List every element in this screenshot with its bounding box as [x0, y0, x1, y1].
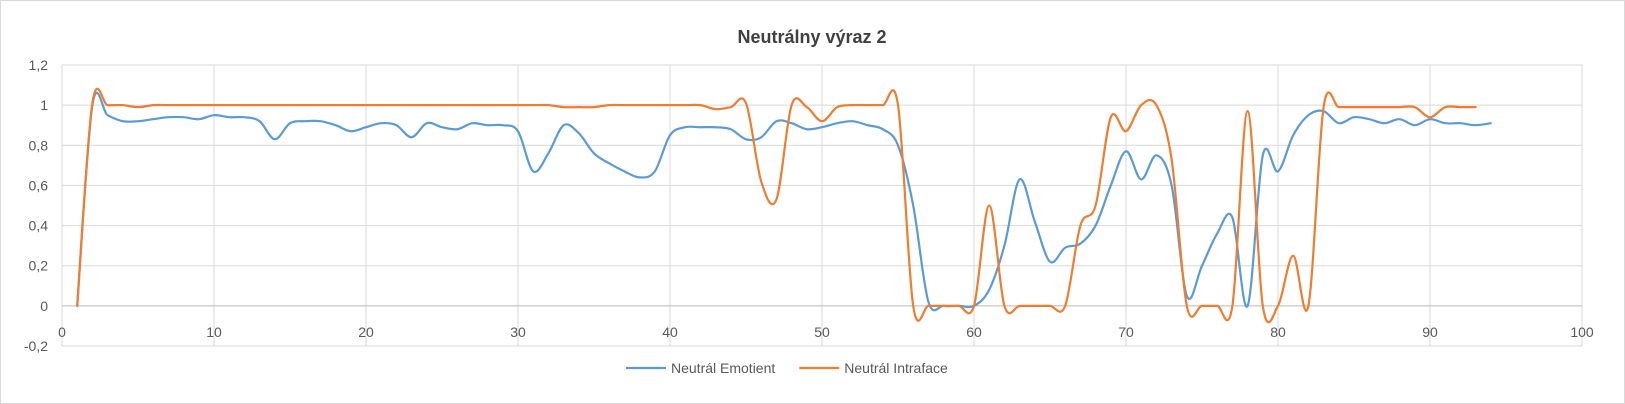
chart-title: Neutrálny výraz 2 — [737, 27, 886, 47]
x-axis-ticks: 0 10 20 30 40 50 60 70 80 90 100 — [58, 324, 1594, 340]
series-line-2 — [76, 87, 1477, 324]
y-axis-ticks: -0,2 0 0,2 0,4 0,6 0,8 1 1,2 — [24, 57, 48, 354]
legend-label: Neutrál Intraface — [844, 360, 948, 376]
x-tick-label: 0 — [58, 324, 66, 340]
x-tick-label: 50 — [814, 324, 830, 340]
y-tick-label: 0,8 — [29, 137, 49, 153]
series-group — [76, 87, 1492, 324]
y-tick-label: 0,2 — [29, 258, 49, 274]
y-tick-label: 1,2 — [29, 57, 49, 73]
x-tick-label: 90 — [1422, 324, 1438, 340]
series-line-1 — [76, 91, 1492, 312]
x-tick-label: 20 — [358, 324, 374, 340]
y-tick-label: -0,2 — [24, 338, 48, 354]
x-tick-label: 10 — [206, 324, 222, 340]
x-tick-label: 70 — [1118, 324, 1134, 340]
x-tick-label: 40 — [662, 324, 678, 340]
y-tick-label: 1 — [40, 97, 48, 113]
y-tick-label: 0,4 — [29, 218, 49, 234]
legend-label: Neutrál Emotient — [671, 360, 775, 376]
grid — [61, 64, 1583, 347]
y-tick-label: 0 — [40, 298, 48, 314]
legend: Neutrál Emotient Neutrál Intraface — [626, 360, 948, 376]
x-tick-label: 60 — [966, 324, 982, 340]
y-tick-label: 0,6 — [29, 177, 49, 193]
x-tick-label: 100 — [1570, 324, 1594, 340]
x-tick-label: 80 — [1270, 324, 1286, 340]
x-tick-label: 30 — [510, 324, 526, 340]
